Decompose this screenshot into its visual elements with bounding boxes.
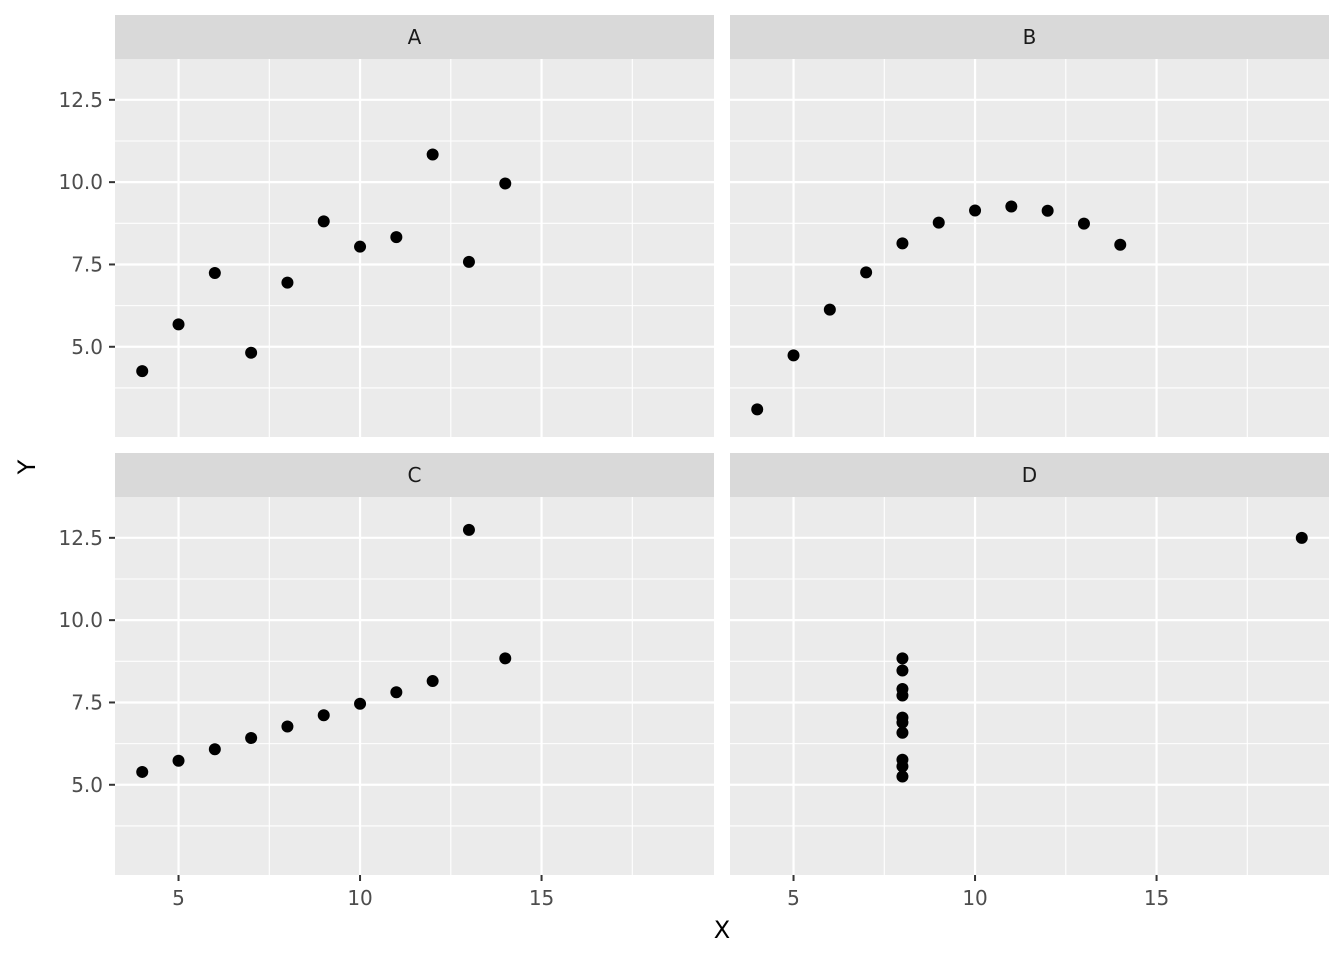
y-tick-label: 7.5 xyxy=(71,252,103,276)
panel-b-point xyxy=(1041,204,1054,217)
y-tick-label: 5.0 xyxy=(71,773,103,797)
panel-a-strip xyxy=(115,15,714,59)
panel-d-point xyxy=(1295,531,1308,544)
panel-b-point xyxy=(896,237,909,250)
x-tick-label: 5 xyxy=(787,886,800,910)
panel-d-point xyxy=(896,682,909,695)
panel-b-point xyxy=(1005,200,1018,213)
y-tick-label: 7.5 xyxy=(71,690,103,714)
panel-a-background xyxy=(115,59,714,437)
x-axis-title: X xyxy=(714,916,730,944)
panel-d-point xyxy=(896,664,909,677)
y-tick-label: 12.5 xyxy=(58,526,103,550)
y-tick-label: 5.0 xyxy=(71,335,103,359)
panel-c-point xyxy=(426,675,439,688)
panel-a-point xyxy=(354,240,367,253)
panel-c-point xyxy=(208,743,221,756)
panel-d-background xyxy=(730,497,1329,875)
panel-d-point xyxy=(896,770,909,783)
panel-c-point xyxy=(462,523,475,536)
panel-b-background xyxy=(730,59,1329,437)
panel-c-point xyxy=(245,732,258,745)
panel-d-point xyxy=(896,760,909,773)
panel-a-point xyxy=(208,267,221,280)
panel-c-point xyxy=(390,686,403,699)
panel-a-point xyxy=(245,346,258,359)
x-tick-label: 15 xyxy=(1144,886,1169,910)
panel-b-point xyxy=(1114,238,1127,251)
panel-c-background xyxy=(115,497,714,875)
y-tick-label: 10.0 xyxy=(58,608,103,632)
panel-a-point xyxy=(462,255,475,268)
x-tick-label: 15 xyxy=(529,886,554,910)
panel-a-strip-label: A xyxy=(408,25,422,49)
panel-a-point xyxy=(426,148,439,161)
panel-c-point xyxy=(172,754,185,767)
y-axis-title: Y xyxy=(13,459,41,475)
panel-a-point xyxy=(136,365,149,378)
panel-d-point xyxy=(896,726,909,739)
y-tick-label: 12.5 xyxy=(58,88,103,112)
x-tick-label: 10 xyxy=(347,886,372,910)
panel-b-point xyxy=(751,403,764,416)
panel-c-strip-label: C xyxy=(408,463,422,487)
panel-d-strip-label: D xyxy=(1022,463,1037,487)
panel-a-point xyxy=(390,231,403,244)
panel-b-point xyxy=(823,303,836,316)
panel-c-point xyxy=(281,720,294,733)
panel-b-point xyxy=(860,266,873,279)
x-tick-label: 5 xyxy=(172,886,185,910)
panel-d-point xyxy=(896,652,909,665)
panel-d-strip xyxy=(730,453,1329,497)
panel-c-point xyxy=(317,709,330,722)
panel-b-point xyxy=(932,216,945,229)
panel-b-strip xyxy=(730,15,1329,59)
panel-a-point xyxy=(317,215,330,228)
panel-b-point xyxy=(787,349,800,362)
panel-b-point xyxy=(969,204,982,217)
y-tick-label: 10.0 xyxy=(58,170,103,194)
panel-c-point xyxy=(354,697,367,710)
panel-a-point xyxy=(172,318,185,331)
panel-d-point xyxy=(896,716,909,729)
panel-a-point xyxy=(281,276,294,289)
x-tick-label: 10 xyxy=(962,886,987,910)
panel-c-point xyxy=(499,652,512,665)
panel-b-point xyxy=(1077,217,1090,230)
panel-c-point xyxy=(136,765,149,778)
panel-c-strip xyxy=(115,453,714,497)
panel-b-strip-label: B xyxy=(1023,25,1037,49)
panel-a-point xyxy=(499,177,512,190)
